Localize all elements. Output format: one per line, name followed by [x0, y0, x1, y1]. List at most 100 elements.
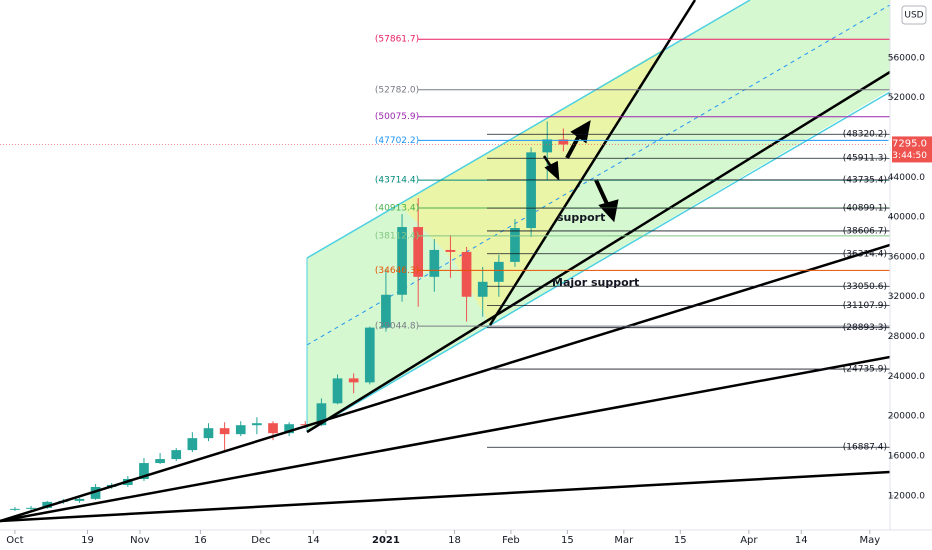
x-tick-label: 2021	[372, 535, 400, 546]
level-label: (28893.3)	[843, 323, 887, 333]
candle-body	[461, 251, 472, 297]
arrow	[594, 179, 610, 207]
channel-fill	[307, 0, 890, 432]
fib-label: (34646.3)	[375, 266, 419, 276]
candle-body	[10, 508, 20, 510]
x-tick-label: Nov	[130, 535, 150, 546]
x-tick-label: Apr	[740, 535, 758, 546]
last-price-box	[892, 136, 932, 163]
candle-body	[300, 424, 311, 426]
candle-body	[381, 294, 391, 328]
annotation: support	[557, 211, 605, 224]
level-label: (24735.9)	[843, 365, 887, 375]
candle-body	[268, 423, 278, 434]
y-tick-label: 40000.0	[888, 213, 925, 223]
trend-line	[0, 355, 891, 523]
x-tick-label: 15	[561, 535, 574, 546]
y-tick-label: 24000.0	[888, 372, 925, 382]
candle-body	[316, 403, 327, 426]
channel-lower	[306, 91, 891, 433]
level-label: (43735.4)	[843, 175, 887, 185]
fib-label: (52782.0)	[375, 85, 419, 95]
x-tick-label: 14	[307, 535, 320, 546]
fib-label: (50075.9)	[375, 112, 419, 122]
candle-body	[284, 424, 294, 434]
candle-body	[90, 486, 101, 499]
x-tick-label: Dec	[251, 535, 270, 546]
trend-line	[306, 70, 891, 434]
y-tick-label: 52000.0	[888, 93, 925, 103]
fib-label: (57861.7)	[375, 35, 419, 45]
arrow	[565, 133, 582, 159]
x-tick-label: May	[859, 535, 880, 546]
currency: USD	[904, 11, 923, 21]
arrow-head	[570, 120, 591, 144]
candle-body	[510, 228, 520, 262]
candle-body	[26, 507, 36, 509]
y-tick-label: 44000.0	[888, 173, 925, 183]
x-tick-label: 16	[194, 535, 207, 546]
candle-body	[397, 227, 407, 295]
candle-body	[42, 501, 53, 508]
candle-body	[477, 281, 488, 297]
level-label: (31107.9)	[843, 301, 887, 311]
candle-body	[445, 249, 456, 252]
level-label: (48320.2)	[843, 130, 887, 140]
candle-body	[526, 152, 536, 229]
x-tick-label: Oct	[6, 535, 23, 546]
arrow-head	[598, 199, 619, 223]
candle-body	[203, 428, 214, 439]
trend-line	[0, 470, 891, 523]
x-tick-label: 14	[795, 535, 808, 546]
fib-label: (40913.4)	[375, 203, 419, 213]
x-tick-label: 19	[81, 535, 94, 546]
candle-body	[429, 249, 440, 277]
countdown: 13:44:50	[887, 151, 928, 161]
candle-body	[219, 428, 230, 435]
x-tick-label: Feb	[502, 535, 520, 546]
y-tick-label: 56000.0	[888, 53, 925, 63]
candle-body	[413, 227, 424, 277]
candle-body	[155, 459, 165, 464]
y-tick-label: 16000.0	[888, 452, 925, 462]
y-tick-label: 28000.0	[888, 332, 925, 342]
level-label: (38606.7)	[843, 226, 887, 236]
arrows	[542, 120, 619, 223]
fib-label: (47702.2)	[375, 136, 419, 146]
candle-body	[252, 423, 262, 426]
annotation: Major support	[552, 276, 639, 289]
fib-label: (43714.4)	[375, 176, 419, 186]
trend-lines: support Major support	[0, 0, 891, 523]
level-label: (40899.1)	[843, 204, 887, 214]
candle-body	[364, 327, 375, 383]
y-tick-label: 36000.0	[888, 252, 925, 262]
candle-body	[235, 425, 246, 435]
x-tick-label: Mar	[614, 535, 634, 546]
trend-line	[0, 243, 891, 523]
candle-body	[493, 261, 504, 282]
candle-body	[348, 378, 359, 383]
fib-label: (29044.8)	[375, 322, 419, 332]
y-tick-label: 20000.0	[888, 412, 925, 422]
last-price-label: 47295.0	[886, 138, 927, 149]
level-label: (16887.4)	[843, 443, 887, 453]
level-label: (36314.4)	[843, 249, 887, 259]
candle-body	[74, 498, 85, 501]
arrow-head	[544, 160, 560, 181]
y-tick-label: 32000.0	[888, 292, 925, 302]
candle-body	[542, 139, 553, 153]
x-tick-label: 15	[674, 535, 687, 546]
candle-body	[332, 378, 343, 404]
x-tick-label: 18	[448, 535, 461, 546]
fib-label: (38112.4)	[375, 231, 419, 241]
channel-upper	[306, 0, 751, 259]
candle-body	[171, 450, 182, 460]
currency-box[interactable]	[901, 5, 927, 25]
candle-body	[139, 463, 149, 479]
candle-body	[187, 438, 198, 451]
level-label: (45911.3)	[843, 154, 887, 164]
level-label: (33050.6)	[843, 282, 887, 292]
candle-body	[558, 139, 569, 145]
